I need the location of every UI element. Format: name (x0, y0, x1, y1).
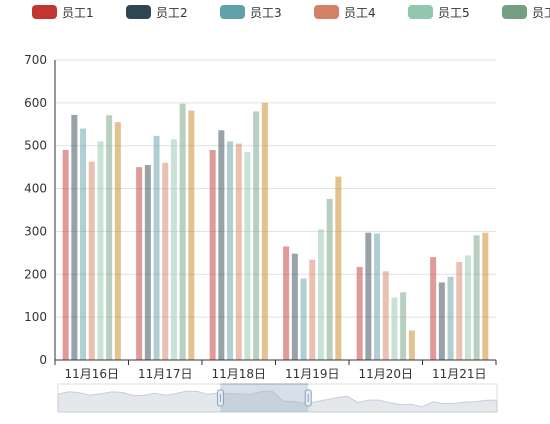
bar-员工4-11月17日[interactable] (162, 162, 169, 360)
y-tick-label: 400 (24, 182, 47, 196)
bar-员工5-11月19日[interactable] (317, 229, 324, 360)
x-tick-label: 11月17日 (138, 367, 193, 381)
bar-员工1-11月18日[interactable] (209, 150, 216, 360)
bar-员工3-11月21日[interactable] (447, 276, 454, 360)
bar-员工7-11月18日[interactable] (261, 102, 268, 360)
legend-swatch-4[interactable] (314, 5, 339, 19)
bar-员工6-11月16日[interactable] (106, 115, 113, 361)
bar-员工4-11月16日[interactable] (88, 161, 95, 360)
bar-员工4-11月21日[interactable] (456, 261, 463, 360)
bar-员工3-11月20日[interactable] (374, 233, 381, 360)
bar-员工4-11月20日[interactable] (382, 271, 389, 360)
legend-swatch-3[interactable] (220, 5, 245, 19)
y-tick-label: 700 (24, 53, 47, 67)
bar-员工7-11月21日[interactable] (482, 232, 489, 360)
bar-员工1-11月21日[interactable] (430, 257, 437, 360)
legend-label-6: 员工6 (532, 6, 550, 20)
bar-员工6-11月20日[interactable] (400, 292, 407, 360)
bar-员工2-11月21日[interactable] (438, 282, 445, 360)
bar-员工6-11月19日[interactable] (326, 198, 333, 360)
legend-label-4: 员工4 (344, 6, 376, 20)
legend-label-1: 员工1 (62, 6, 94, 20)
bar-员工5-11月21日[interactable] (464, 255, 471, 360)
y-tick-label: 100 (24, 310, 47, 324)
bar-员工1-11月17日[interactable] (136, 167, 143, 360)
legend-swatch-6[interactable] (502, 5, 527, 19)
bar-员工7-11月16日[interactable] (114, 122, 121, 361)
legend-label-3: 员工3 (250, 6, 282, 20)
bar-员工7-11月17日[interactable] (188, 110, 195, 360)
datazoom-selection[interactable] (220, 384, 309, 412)
bar-员工3-11月18日[interactable] (227, 141, 234, 360)
bar-员工3-11月19日[interactable] (300, 278, 307, 360)
legend-swatch-2[interactable] (126, 5, 151, 19)
bar-员工2-11月20日[interactable] (365, 232, 372, 360)
bar-员工6-11月17日[interactable] (179, 103, 186, 360)
bar-员工2-11月19日[interactable] (291, 253, 298, 360)
y-tick-label: 500 (24, 139, 47, 153)
datazoom-overview-area (57, 390, 498, 413)
y-tick-label: 0 (39, 353, 47, 367)
bar-员工7-11月19日[interactable] (335, 176, 342, 360)
x-tick-label: 11月20日 (358, 367, 413, 381)
bar-员工2-11月16日[interactable] (71, 114, 78, 360)
bar-员工1-11月16日[interactable] (62, 150, 69, 360)
bar-员工3-11月16日[interactable] (80, 128, 87, 360)
bar-员工5-11月18日[interactable] (244, 152, 251, 360)
legend-label-5: 员工5 (438, 6, 470, 20)
bar-员工5-11月17日[interactable] (170, 139, 177, 360)
legend-label-2: 员工2 (156, 6, 188, 20)
x-tick-label: 11月16日 (64, 367, 119, 381)
bar-员工6-11月18日[interactable] (253, 111, 260, 360)
legend-swatch-1[interactable] (32, 5, 57, 19)
y-tick-label: 600 (24, 96, 47, 110)
bar-员工5-11月20日[interactable] (391, 297, 398, 360)
bar-员工6-11月21日[interactable] (473, 235, 480, 360)
bar-员工4-11月18日[interactable] (235, 143, 242, 360)
x-tick-label: 11月21日 (432, 367, 487, 381)
bar-员工5-11月16日[interactable] (97, 141, 104, 360)
y-tick-label: 200 (24, 267, 47, 281)
y-tick-label: 300 (24, 224, 47, 238)
bar-员工1-11月20日[interactable] (356, 267, 363, 360)
bar-员工7-11月20日[interactable] (408, 330, 415, 360)
bar-员工4-11月19日[interactable] (309, 259, 316, 360)
legend-swatch-5[interactable] (408, 5, 433, 19)
bar-员工3-11月17日[interactable] (153, 135, 160, 360)
bar-员工1-11月19日[interactable] (283, 246, 290, 360)
bar-员工2-11月17日[interactable] (144, 165, 151, 360)
x-tick-label: 11月18日 (211, 367, 266, 381)
x-tick-label: 11月19日 (285, 367, 340, 381)
bar-员工2-11月18日[interactable] (218, 130, 225, 360)
